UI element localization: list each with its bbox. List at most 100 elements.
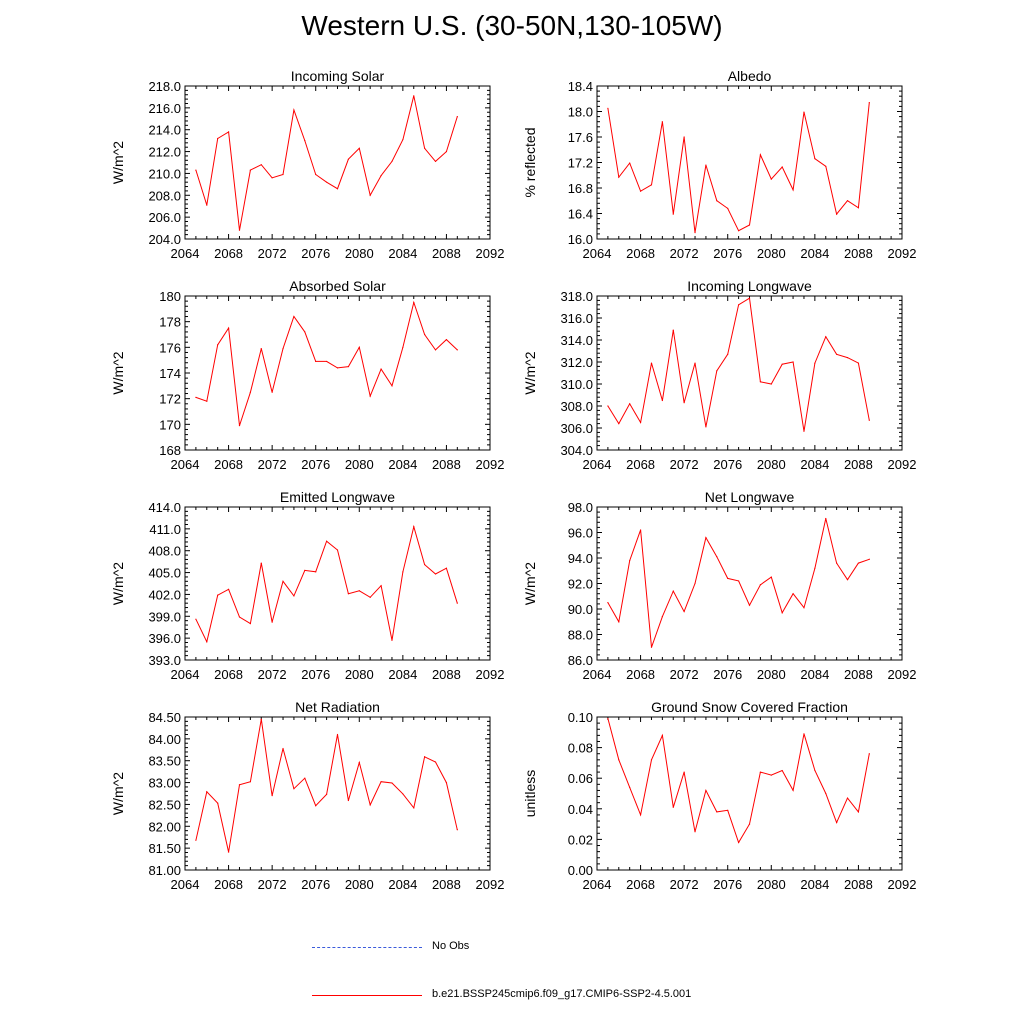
- data-point: [738, 230, 740, 232]
- y-tick-label: 399.0: [148, 609, 181, 624]
- data-point: [781, 769, 783, 772]
- data-point: [402, 571, 404, 573]
- y-axis-label: W/m^2: [110, 351, 126, 394]
- data-point: [336, 733, 339, 736]
- x-tick-label: 2088: [844, 667, 873, 682]
- data-point: [629, 786, 631, 788]
- y-tick-label: 96.0: [568, 526, 593, 541]
- x-tick-label: 2072: [670, 877, 699, 892]
- x-tick-label: 2072: [670, 457, 699, 472]
- y-tick-label: 176: [159, 340, 181, 355]
- data-point: [304, 331, 306, 333]
- data-point: [770, 576, 772, 578]
- data-point: [618, 423, 620, 425]
- data-point: [227, 851, 230, 853]
- data-point: [293, 595, 295, 597]
- data-point: [391, 160, 393, 163]
- data-point: [315, 173, 317, 176]
- series-line: [195, 719, 458, 853]
- x-tick-label: 2092: [476, 667, 505, 682]
- data-point: [814, 158, 816, 160]
- y-tick-label: 174: [159, 366, 181, 381]
- data-point: [661, 734, 663, 736]
- data-point: [456, 349, 458, 351]
- legend-entry-obs: No Obs: [312, 938, 812, 958]
- plot-frame: [596, 295, 903, 451]
- data-point: [227, 588, 230, 590]
- data-point: [694, 362, 696, 364]
- data-point: [369, 194, 371, 196]
- x-tick-label: 2088: [844, 246, 873, 261]
- x-tick-label: 2072: [258, 667, 287, 682]
- data-point: [217, 137, 219, 140]
- x-tick-label: 2080: [757, 667, 786, 682]
- y-tick-label: 88.0: [568, 628, 593, 643]
- data-point: [792, 789, 794, 792]
- y-axis-label: W/m^2: [110, 772, 126, 815]
- panel-title: Incoming Longwave: [687, 278, 812, 294]
- y-tick-label: 84.50: [148, 710, 181, 725]
- y-tick-label: 82.50: [148, 797, 181, 812]
- data-point: [358, 761, 360, 764]
- data-point: [672, 590, 674, 592]
- data-point: [326, 793, 328, 795]
- y-tick-label: 17.2: [568, 156, 593, 171]
- data-point: [748, 604, 751, 606]
- panel-title: Incoming Solar: [291, 68, 385, 84]
- data-point: [434, 761, 437, 763]
- x-tick-label: 2072: [258, 877, 287, 892]
- data-point: [434, 573, 437, 575]
- data-point: [380, 585, 382, 587]
- y-tick-label: 214.0: [148, 123, 181, 138]
- figure-title: Western U.S. (30-50N,130-105W): [301, 10, 723, 41]
- data-point: [618, 759, 620, 761]
- data-point: [770, 774, 772, 776]
- data-point: [716, 556, 718, 558]
- data-point: [445, 567, 448, 569]
- y-axis-label: W/m^2: [522, 562, 538, 605]
- data-point: [271, 391, 273, 393]
- x-tick-label: 2076: [713, 877, 742, 892]
- data-point: [424, 147, 426, 149]
- data-point: [814, 567, 816, 569]
- y-tick-label: 84.00: [148, 732, 181, 747]
- data-point: [326, 360, 328, 363]
- data-point: [650, 184, 653, 186]
- data-point: [304, 777, 306, 779]
- data-point: [716, 811, 718, 813]
- data-point: [391, 385, 393, 387]
- plot-frame: [596, 506, 903, 661]
- data-point: [661, 121, 663, 123]
- y-tick-label: 18.4: [568, 79, 593, 94]
- data-point: [249, 169, 251, 171]
- x-tick-label: 2064: [583, 877, 612, 892]
- data-point: [369, 395, 371, 397]
- chart-panel: Ground Snow Covered Fraction unitless 2064…: [522, 699, 916, 892]
- data-point: [857, 562, 860, 564]
- y-tick-label: 83.50: [148, 754, 181, 769]
- x-tick-label: 2072: [670, 667, 699, 682]
- legend-solid-line-swatch: [312, 995, 422, 996]
- data-point: [650, 759, 653, 761]
- data-point: [683, 136, 685, 138]
- x-tick-label: 2092: [476, 246, 505, 261]
- y-tick-label: 316.0: [560, 311, 593, 326]
- data-point: [249, 781, 251, 783]
- data-point: [738, 304, 740, 306]
- data-point: [607, 405, 609, 407]
- chart-panel: Absorbed Solar W/m^2 2064 2068 2072 2076 2080 2…: [110, 278, 504, 472]
- x-tick-label: 2068: [626, 457, 655, 472]
- y-tick-label: 86.0: [568, 653, 593, 668]
- x-tick-label: 2064: [171, 667, 200, 682]
- y-tick-label: 18.0: [568, 105, 593, 120]
- data-point: [629, 162, 631, 164]
- data-point: [781, 363, 783, 365]
- data-point: [456, 829, 458, 831]
- y-tick-label: 170: [159, 417, 181, 432]
- y-tick-label: 168: [159, 443, 181, 458]
- y-tick-label: 0.08: [568, 741, 593, 756]
- y-tick-label: 304.0: [560, 443, 593, 458]
- data-point: [391, 639, 393, 641]
- x-tick-label: 2080: [345, 667, 374, 682]
- chart-panel: Net Longwave W/m^2 2064 2068 2072 2076 2080 208…: [522, 489, 916, 682]
